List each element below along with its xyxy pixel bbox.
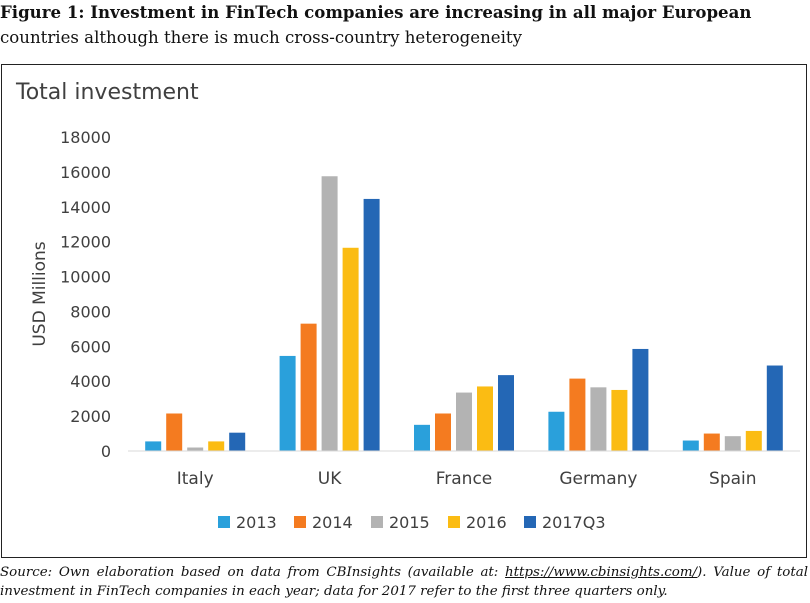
chart-frame (1, 64, 807, 558)
y-tick-label: 12000 (60, 233, 111, 252)
legend-label: 2016 (466, 513, 507, 532)
caption-suffix: ). Value of total investment in FinTech … (0, 565, 808, 599)
bar-italy-2014 (166, 413, 183, 451)
bar-italy-2016 (208, 441, 225, 451)
bar-spain-2015 (724, 436, 741, 451)
bar-uk-2017q3 (363, 198, 380, 451)
chart-title: Total investment (15, 80, 199, 105)
bar-france-2014 (435, 413, 451, 451)
y-tick-label: 14000 (60, 198, 111, 217)
bar-france-2015 (456, 392, 472, 451)
bar-germany-2017q3 (632, 348, 649, 451)
figure-title-line-1: Figure 1: Investment in FinTech companie… (0, 2, 752, 22)
y-tick-label: 8000 (70, 302, 111, 321)
bar-germany-2013 (548, 411, 565, 451)
bar-spain-2017q3 (766, 365, 783, 451)
bar-italy-2013 (145, 441, 162, 451)
y-tick-label: 18000 (60, 128, 111, 147)
legend-label: 2017Q3 (542, 513, 606, 532)
bar-germany-2014 (569, 378, 586, 451)
cbinsights-link[interactable]: https://www.cbinsights.com/ (505, 565, 698, 580)
bar-france-2016 (477, 386, 493, 451)
y-tick-label: 2000 (70, 407, 111, 426)
x-tick-label: Germany (559, 469, 637, 489)
y-tick-label: 10000 (60, 268, 111, 287)
bar-italy-2015 (187, 447, 204, 451)
legend-label: 2014 (312, 513, 353, 532)
bar-france-2017q3 (498, 375, 514, 451)
bar-spain-2016 (745, 430, 762, 451)
bar-spain-2014 (703, 433, 720, 451)
legend-swatch-2016 (448, 516, 460, 528)
y-tick-label: 16000 (60, 163, 111, 182)
bar-italy-2017q3 (229, 432, 246, 451)
y-axis-label: USD Millions (30, 241, 50, 346)
legend-swatch-2017q3 (524, 516, 536, 528)
figure-title-line-2: countries although there is much cross-c… (0, 28, 522, 47)
x-tick-label: Spain (709, 469, 757, 489)
x-tick-label: France (436, 469, 493, 489)
legend-label: 2013 (236, 513, 277, 532)
legend-swatch-2013 (218, 516, 230, 528)
bar-france-2013 (414, 424, 430, 451)
bar-spain-2013 (682, 440, 699, 451)
legend-swatch-2014 (294, 516, 306, 528)
source-caption: Source: Own elaboration based on data fr… (0, 563, 808, 601)
bar-uk-2015 (321, 176, 338, 451)
x-tick-label: UK (318, 469, 342, 489)
bar-uk-2014 (300, 323, 317, 451)
caption-prefix: Source: Own elaboration based on data fr… (0, 565, 506, 580)
legend-label: 2015 (389, 513, 430, 532)
bar-germany-2015 (590, 387, 607, 451)
bar-germany-2016 (611, 389, 628, 451)
x-tick-label: Italy (177, 469, 214, 489)
legend-swatch-2015 (371, 516, 383, 528)
bar-uk-2016 (342, 247, 359, 451)
figure-title: Figure 1: Investment in FinTech companie… (0, 0, 808, 50)
bar-uk-2013 (279, 355, 296, 451)
y-tick-label: 6000 (70, 337, 111, 356)
y-tick-label: 0 (101, 442, 111, 461)
y-tick-label: 4000 (70, 372, 111, 391)
